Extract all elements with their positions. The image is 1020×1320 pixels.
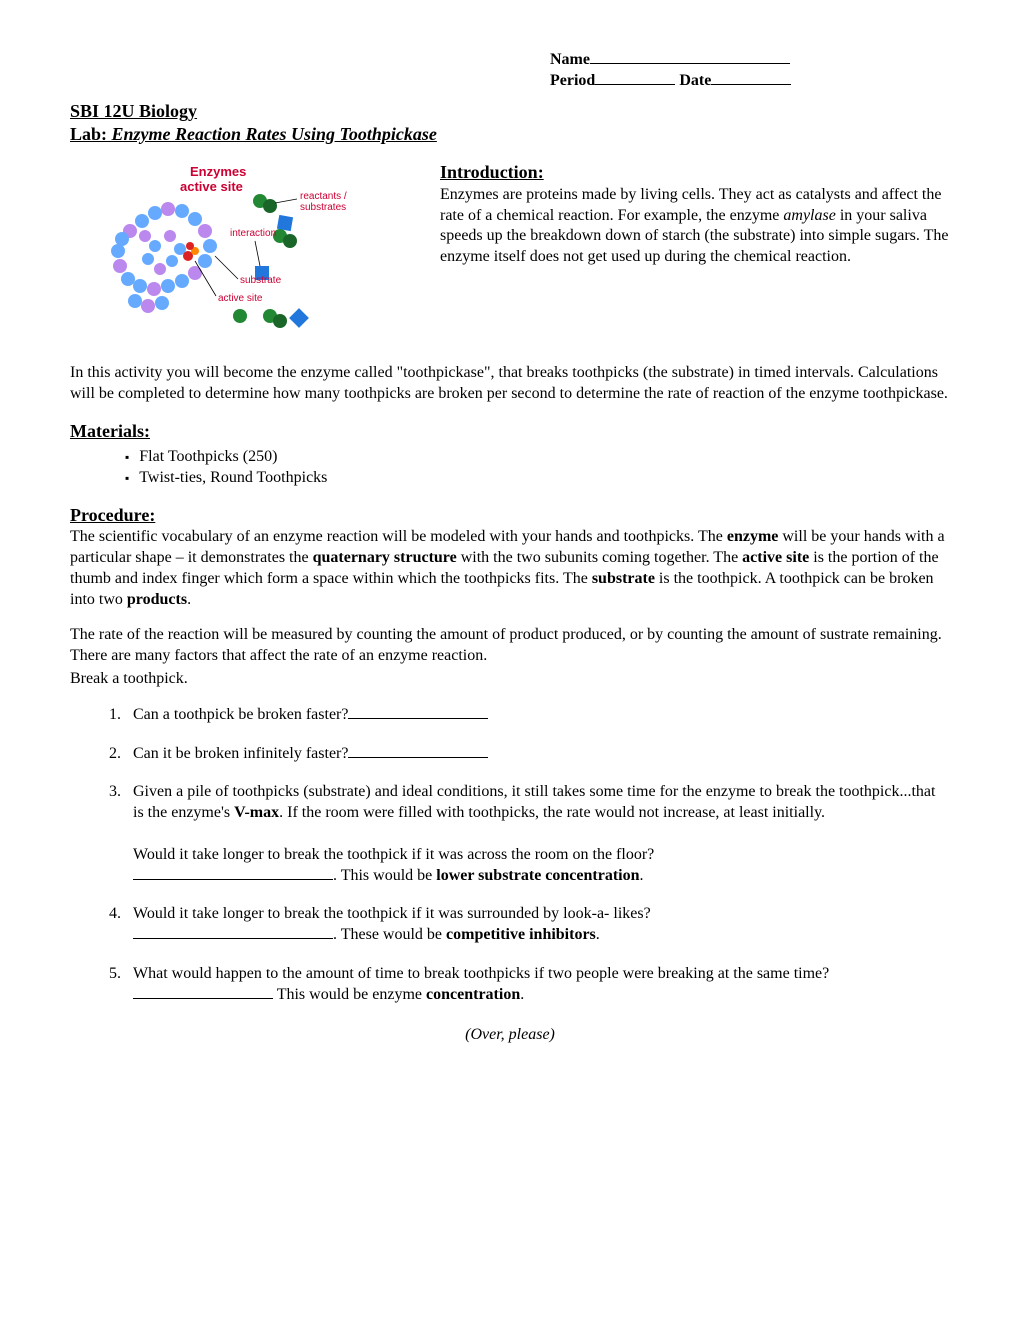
procedure-p1: The scientific vocabulary of an enzyme r… xyxy=(70,527,950,610)
period-blank[interactable] xyxy=(595,84,675,85)
q3c: Would it take longer to break the toothp… xyxy=(133,846,654,863)
procedure-questions: Can a toothpick be broken faster? Can it… xyxy=(70,705,950,1006)
intro-p2: In this activity you will become the enz… xyxy=(70,363,950,405)
q4a: Would it take longer to break the toothp… xyxy=(133,905,651,922)
lab-prefix: Lab: xyxy=(70,124,107,144)
q5-blank[interactable] xyxy=(133,998,273,999)
enzyme-diagram: Enzymes active site xyxy=(70,161,420,348)
date-blank[interactable] xyxy=(711,84,791,85)
label-activesite: active site xyxy=(218,293,263,304)
procedure-p3: Break a toothpick. xyxy=(70,669,950,690)
question-1: Can a toothpick be broken faster? xyxy=(125,705,950,726)
q5a: What would happen to the amount of time … xyxy=(133,965,829,982)
question-4: Would it take longer to break the toothp… xyxy=(125,904,950,946)
intro-block: Enzymes active site xyxy=(70,161,950,348)
q3-lower: lower substrate concentration xyxy=(436,867,639,884)
question-2: Can it be broken infinitely faster? xyxy=(125,744,950,765)
material-item-1: Flat Toothpicks (250) xyxy=(125,447,950,468)
material-item-2: Twist-ties, Round Toothpicks xyxy=(125,468,950,489)
q2-blank[interactable] xyxy=(348,757,488,758)
proc-p1f: . xyxy=(187,591,191,608)
lab-title: Lab: Enzyme Reaction Rates Using Toothpi… xyxy=(70,123,950,146)
proc-enzyme: enzyme xyxy=(727,528,779,545)
q3-blank[interactable] xyxy=(133,879,333,880)
q4-comp: competitive inhibitors xyxy=(446,926,596,943)
title-block: SBI 12U Biology Lab: Enzyme Reaction Rat… xyxy=(70,100,950,147)
diagram-svg: Enzymes active site xyxy=(100,161,380,341)
label-interaction: interaction xyxy=(230,228,276,239)
label-reactants: reactants / xyxy=(300,191,347,202)
q3-vmax: V-max xyxy=(234,804,279,821)
materials-list: Flat Toothpicks (250) Twist-ties, Round … xyxy=(70,447,950,489)
diagram-title1: Enzymes xyxy=(190,164,246,179)
materials-heading: Materials: xyxy=(70,420,950,443)
q1-text: Can a toothpick be broken faster? xyxy=(133,706,348,723)
diagram-title2: active site xyxy=(180,179,243,194)
q4-blank[interactable] xyxy=(133,938,333,939)
q2-text: Can it be broken infinitely faster? xyxy=(133,745,348,762)
q4c: . xyxy=(596,926,600,943)
amylase-text: amylase xyxy=(783,207,835,224)
procedure-p2: The rate of the reaction will be measure… xyxy=(70,625,950,667)
proc-p1a: The scientific vocabulary of an enzyme r… xyxy=(70,528,727,545)
lab-name: Enzyme Reaction Rates Using Toothpickase xyxy=(112,124,437,144)
q1-blank[interactable] xyxy=(348,718,488,719)
q4b: . These would be xyxy=(333,926,446,943)
proc-prod: products xyxy=(127,591,187,608)
question-3: Given a pile of toothpicks (substrate) a… xyxy=(125,782,950,886)
procedure-heading: Procedure: xyxy=(70,504,950,527)
q5-conc: concentration xyxy=(426,986,520,1003)
course-title: SBI 12U Biology xyxy=(70,100,950,123)
proc-sub: substrate xyxy=(592,570,655,587)
q3b: . If the room were filled with toothpick… xyxy=(279,804,825,821)
q5b: This would be enzyme xyxy=(273,986,426,1003)
name-label: Name xyxy=(550,51,590,68)
proc-active: active site xyxy=(742,549,809,566)
q5c: . xyxy=(520,986,524,1003)
date-label: Date xyxy=(679,72,711,89)
intro-heading: Introduction: xyxy=(440,161,950,184)
question-5: What would happen to the amount of time … xyxy=(125,964,950,1006)
enzyme-blob xyxy=(111,202,217,313)
intro-text: Introduction: Enzymes are proteins made … xyxy=(440,161,950,348)
proc-quat: quaternary structure xyxy=(313,549,457,566)
footer-text: (Over, please) xyxy=(70,1025,950,1046)
q3e: . xyxy=(640,867,644,884)
period-label: Period xyxy=(550,72,595,89)
free-molecules xyxy=(233,194,309,328)
label-substrate: substrate xyxy=(240,275,282,286)
label-substrates: substrates xyxy=(300,202,346,213)
header-fields: Name Period Date xyxy=(550,50,950,92)
q3d: . This would be xyxy=(333,867,436,884)
intro-p1: Enzymes are proteins made by living cell… xyxy=(440,185,950,268)
name-blank[interactable] xyxy=(590,63,790,64)
proc-p1c: with the two subunits coming together. T… xyxy=(457,549,742,566)
